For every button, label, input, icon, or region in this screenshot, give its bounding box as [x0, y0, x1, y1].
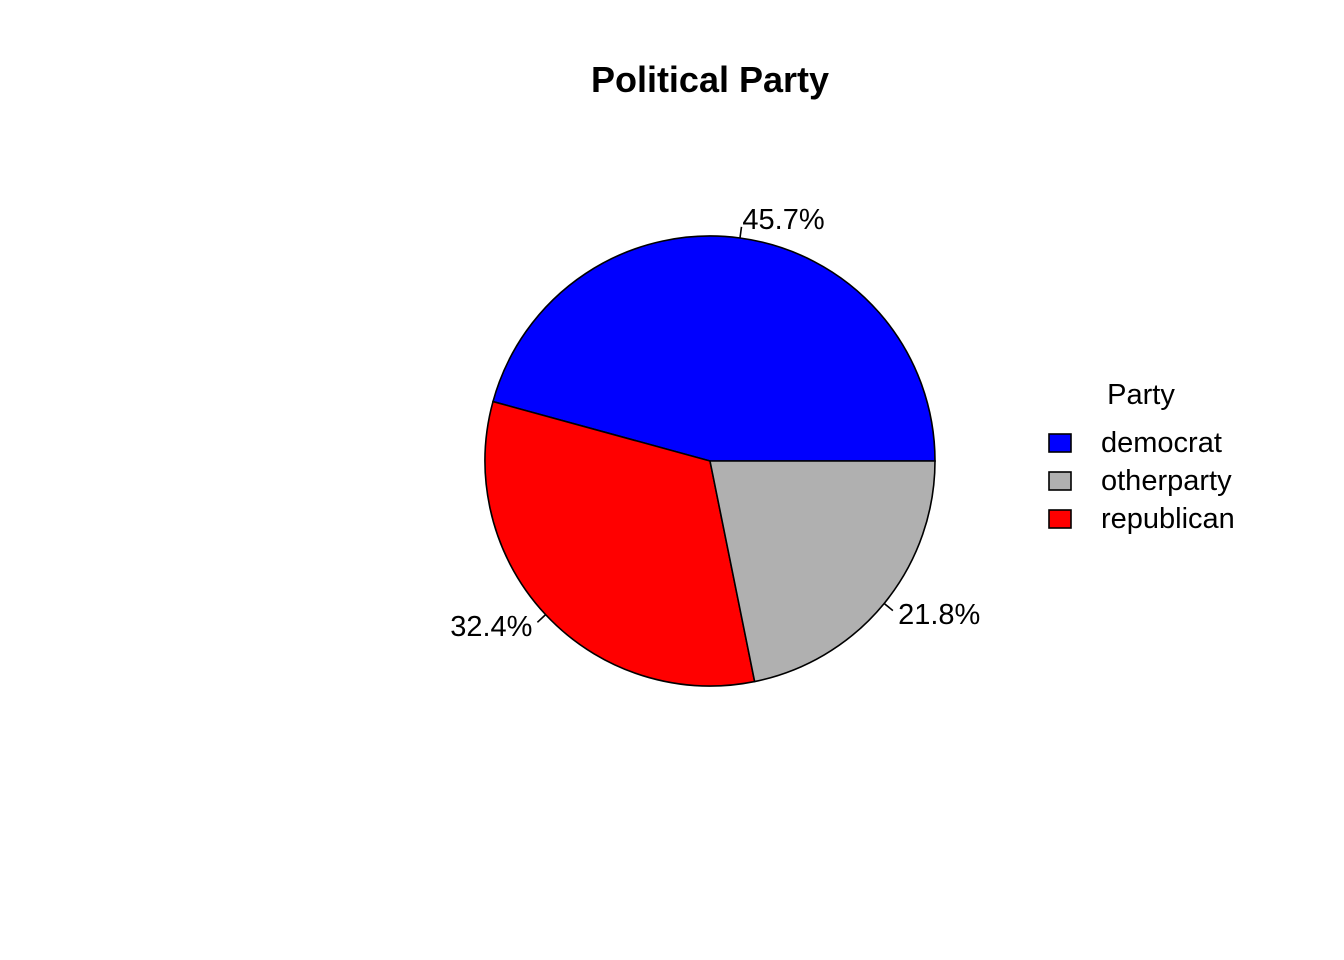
percent-label-republican: 32.4%: [450, 611, 532, 643]
leader-line-democrat: [739, 226, 743, 239]
pie-slice-republican: [484, 400, 756, 687]
pie-slice-otherparty: [709, 460, 936, 683]
legend-swatch-otherparty: [1048, 471, 1072, 491]
legend-swatch-democrat: [1048, 433, 1072, 453]
pie-labels: 45.7% 32.4% 21.8%: [450, 204, 980, 643]
percent-label-democrat: 45.7%: [742, 204, 824, 236]
percent-label-otherparty: 21.8%: [898, 599, 980, 631]
legend-items: democrat otherparty republican: [1048, 427, 1235, 535]
legend-label-democrat: democrat: [1101, 427, 1222, 459]
leader-line-otherparty: [883, 602, 894, 612]
legend-swatch-republican: [1048, 509, 1072, 529]
leader-line-republican: [536, 614, 547, 623]
legend: Party democrat otherparty republican: [1048, 379, 1235, 535]
pie-slices: [484, 235, 936, 687]
chart-title: Political Party: [591, 59, 829, 100]
legend-title: Party: [1107, 379, 1175, 411]
legend-label-republican: republican: [1101, 503, 1235, 535]
legend-label-otherparty: otherparty: [1101, 465, 1232, 497]
